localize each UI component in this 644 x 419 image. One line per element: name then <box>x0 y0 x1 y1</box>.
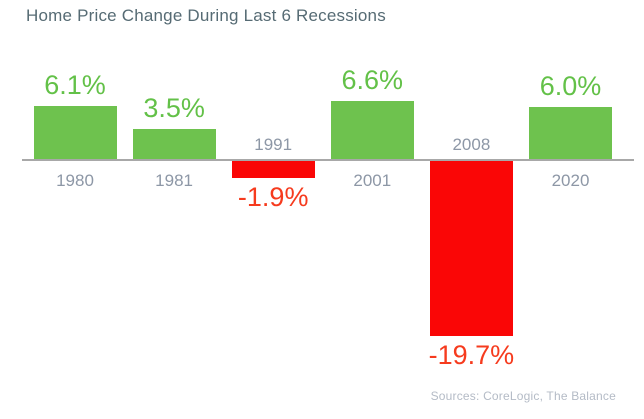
value-label-1991: -1.9% <box>237 181 309 212</box>
bar-1980 <box>33 105 117 160</box>
value-label-2001: 6.6% <box>341 65 404 96</box>
category-label-1980: 1980 <box>56 171 94 190</box>
bar-1991 <box>231 161 315 178</box>
value-label-2020: 6.0% <box>539 70 602 101</box>
category-label-2020: 2020 <box>551 171 590 190</box>
value-label-1980: 6.1% <box>44 69 106 100</box>
source-note: Sources: CoreLogic, The Balance <box>430 389 616 403</box>
value-label-1981: 3.5% <box>143 92 205 123</box>
category-label-2001: 2001 <box>353 171 392 190</box>
category-label-2008: 2008 <box>452 135 491 154</box>
bar-2008 <box>429 161 513 337</box>
category-label-1981: 1981 <box>155 171 194 190</box>
bar-2001 <box>330 101 414 160</box>
category-label-1991: 1991 <box>254 135 293 154</box>
bar-1981 <box>132 128 216 160</box>
bar-2020 <box>529 106 612 160</box>
chart-title: Home Price Change During Last 6 Recessio… <box>26 6 386 25</box>
x-axis-line <box>22 159 634 161</box>
value-label-2008: -19.7% <box>428 340 515 371</box>
